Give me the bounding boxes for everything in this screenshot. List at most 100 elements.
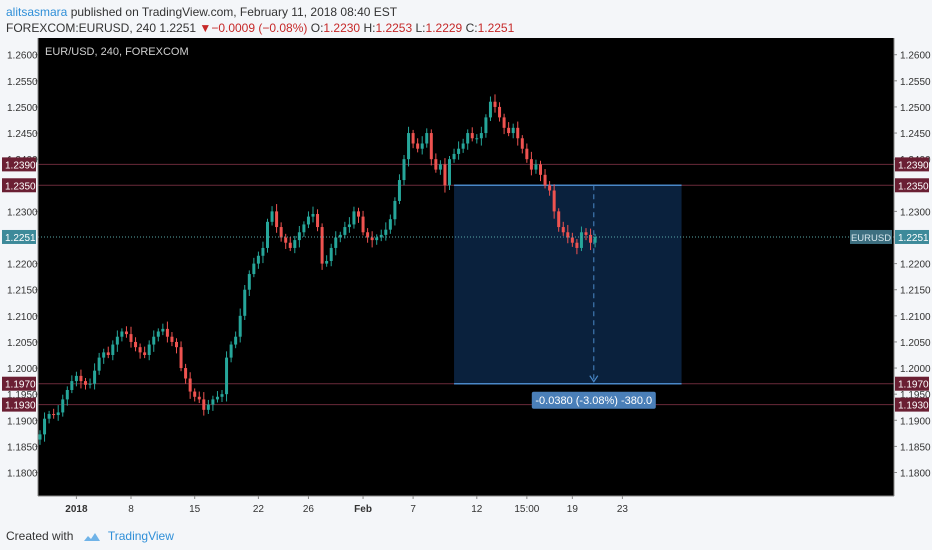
x-tick-label: Feb (354, 504, 372, 515)
y-tick-label: 1.2550 (900, 77, 931, 88)
candle (347, 217, 351, 233)
level-tag-right-label: 1.2350 (898, 181, 929, 192)
candle (47, 410, 51, 424)
x-tick-label: 26 (303, 504, 315, 515)
candle (234, 331, 238, 349)
candle (111, 340, 115, 361)
candle-body (293, 240, 297, 248)
price-chart[interactable]: -0.0380 (-3.08%) -380.0 EUR/USD, 240, FO… (0, 38, 932, 520)
candle (188, 372, 192, 399)
candle (138, 343, 142, 359)
candle (293, 235, 297, 254)
level-tag-right (895, 397, 929, 412)
candle-body (184, 368, 188, 379)
candle (256, 251, 260, 269)
level-tag-right (895, 157, 929, 172)
candle (525, 143, 529, 163)
candle-body (170, 336, 174, 342)
candle (552, 184, 556, 219)
y-tick-label: 1.2300 (7, 207, 38, 218)
candle (452, 148, 456, 163)
candle (575, 239, 579, 255)
candle (316, 209, 320, 232)
candle (534, 159, 538, 174)
candle (115, 330, 119, 352)
candle (74, 371, 78, 387)
candle (593, 233, 597, 248)
candle (134, 337, 138, 352)
candle (43, 412, 47, 442)
candle (284, 233, 288, 249)
tradingview-link[interactable]: TradingView (107, 529, 174, 543)
close-value: 1.2251 (477, 21, 515, 35)
measure-box (454, 185, 682, 384)
candle-body (343, 227, 347, 235)
candle-body (220, 394, 224, 397)
last-price-tag-right (895, 229, 929, 244)
candle-body (43, 418, 47, 435)
candle (175, 338, 178, 354)
candle-body (388, 219, 392, 230)
y-tick-label: 1.1850 (900, 442, 931, 453)
publish-text: published on TradingView.com, February 1… (70, 5, 398, 19)
candle-body (457, 148, 461, 154)
author-link[interactable]: alitsasmara (6, 5, 68, 19)
candle-body (138, 347, 142, 353)
candle (407, 126, 411, 167)
candle-body (79, 375, 83, 382)
candle-body (311, 213, 315, 217)
candle (179, 341, 183, 372)
candle (193, 388, 197, 402)
candle-body (266, 221, 269, 248)
open-value: 1.2230 (323, 21, 361, 35)
candle (516, 121, 520, 146)
candle (484, 114, 488, 138)
candle-body (252, 263, 256, 275)
level-tag-right (895, 376, 929, 391)
chart-footer: Created with TradingView (0, 520, 932, 550)
candle-body (466, 133, 470, 144)
candle-body (529, 159, 533, 170)
candle-body (370, 237, 374, 241)
low-label: L: (415, 21, 426, 35)
candle-body (106, 352, 110, 355)
measure-label-box (531, 391, 656, 409)
candle-body (288, 242, 292, 248)
candle-body (552, 190, 556, 212)
candle-body (420, 143, 424, 149)
y-tick-label: 1.1800 (7, 468, 38, 479)
candle-body (161, 328, 165, 332)
candle-body (484, 117, 488, 134)
candle-body (407, 133, 411, 160)
x-tick-label: 8 (128, 504, 134, 515)
candle-body (429, 133, 433, 160)
candle-body (352, 211, 356, 225)
candle (570, 232, 574, 247)
candle (266, 218, 269, 253)
candle-body (143, 352, 147, 355)
candle-body (539, 164, 542, 175)
candle (243, 285, 247, 321)
candle-body (507, 127, 511, 134)
y-tick-label: 1.2150 (900, 286, 931, 297)
candle (561, 221, 565, 236)
candle-body (206, 404, 210, 410)
candle (416, 138, 420, 153)
candle-body (416, 143, 420, 149)
y-tick-label: 1.2150 (7, 286, 38, 297)
candle (425, 128, 429, 148)
candle-body (234, 336, 238, 345)
candle-body (211, 399, 215, 405)
candle (93, 363, 97, 390)
candle-body (120, 331, 124, 337)
chart-area[interactable]: -0.0380 (-3.08%) -380.0 EUR/USD, 240, FO… (0, 38, 932, 520)
candle-body (448, 159, 451, 186)
candle (288, 236, 292, 252)
candle (84, 377, 87, 390)
candle-body (129, 334, 133, 342)
candle (384, 222, 388, 241)
level-tag-left (2, 397, 36, 412)
last-price-tag-right-label: 1.2251 (898, 233, 929, 244)
y-tick-label: 1.1850 (7, 442, 38, 453)
candle (434, 153, 438, 173)
